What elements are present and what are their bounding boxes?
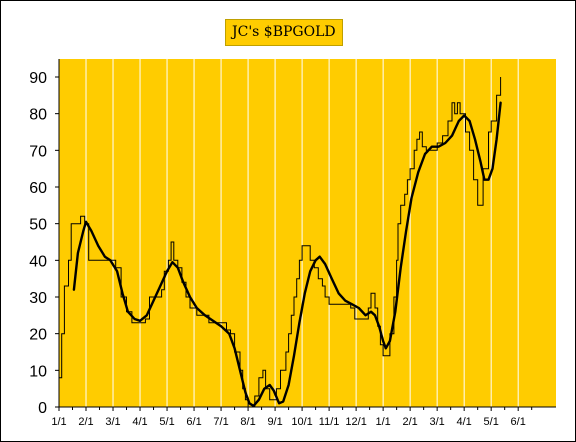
grid-layer [85, 59, 519, 407]
y-tick-label: 30 [29, 290, 47, 307]
y-tick-label: 0 [38, 400, 47, 417]
x-tick-label: 1/1 [375, 416, 390, 428]
series-layer [59, 77, 502, 408]
x-tick-label: 12/1 [345, 416, 366, 428]
x-tick-label: 2/1 [402, 416, 417, 428]
x-tick-label: 10/1 [291, 416, 312, 428]
x-tick-label: 3/1 [105, 416, 120, 428]
y-tick-label: 20 [29, 327, 47, 344]
y-tick-label: 40 [29, 253, 47, 270]
x-tick-label: 3/1 [430, 416, 445, 428]
x-tick-label: 2/1 [78, 416, 93, 428]
y-tick-label: 50 [29, 217, 47, 234]
series-line-thick [72, 101, 502, 408]
y-tick-label: 70 [29, 143, 47, 160]
x-tick-label: 8/1 [240, 416, 255, 428]
x-tick-label: 4/1 [132, 416, 147, 428]
x-tick-label: 11/1 [319, 416, 340, 428]
y-tick-label: 10 [29, 363, 47, 380]
x-tick-label: 1/1 [51, 416, 66, 428]
x-tick-label: 9/1 [267, 416, 282, 428]
y-tick-label: 60 [29, 180, 47, 197]
plot-area [59, 59, 556, 407]
x-tick-label: 5/1 [159, 416, 174, 428]
x-tick-label: 5/1 [484, 416, 499, 428]
y-tick-label: 90 [29, 70, 47, 87]
y-tick-label: 80 [29, 107, 47, 124]
x-tick-label: 6/1 [186, 416, 201, 428]
x-tick-label: 7/1 [213, 416, 228, 428]
x-tick-label: 4/1 [457, 416, 472, 428]
axis-layer: 1/1 2/1 3/1 4/1 5/1 6/1 7/1 8/1 9/1 10/1 11/1 12/1 1… [29, 59, 556, 428]
chart-title: JC's $BPGOLD [225, 19, 343, 46]
x-tick-label: 6/1 [511, 416, 526, 428]
